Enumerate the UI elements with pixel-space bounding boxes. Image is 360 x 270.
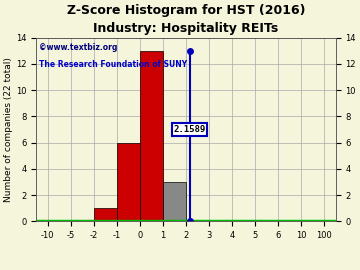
Bar bbox=[117, 143, 140, 221]
Bar bbox=[94, 208, 117, 221]
Title: Z-Score Histogram for HST (2016)
Industry: Hospitality REITs: Z-Score Histogram for HST (2016) Industr… bbox=[67, 4, 305, 35]
Bar bbox=[140, 51, 163, 221]
Text: 2.1589: 2.1589 bbox=[174, 125, 206, 134]
Bar bbox=[163, 182, 186, 221]
Text: ©www.textbiz.org: ©www.textbiz.org bbox=[39, 43, 117, 52]
Text: The Research Foundation of SUNY: The Research Foundation of SUNY bbox=[39, 60, 187, 69]
Y-axis label: Number of companies (22 total): Number of companies (22 total) bbox=[4, 57, 13, 202]
